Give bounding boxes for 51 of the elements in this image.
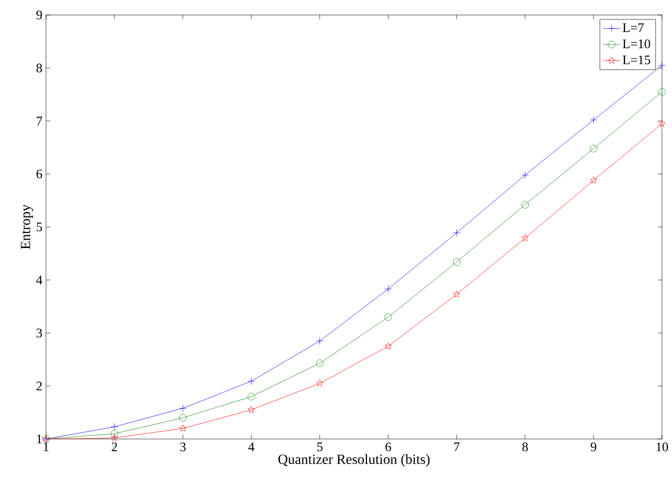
y-tick-label: 7 — [36, 116, 42, 126]
x-tick-label: 1 — [44, 442, 48, 452]
y-tick-label: 5 — [36, 222, 42, 232]
x-tick-label: 6 — [386, 442, 392, 452]
y-tick-label: 9 — [36, 10, 42, 20]
x-tick-label: 2 — [112, 442, 117, 452]
x-tick-label: 8 — [522, 442, 528, 452]
y-tick-label: 6 — [36, 170, 42, 178]
point — [521, 171, 529, 179]
point — [316, 337, 324, 345]
point — [452, 258, 460, 266]
point — [521, 201, 529, 208]
point — [110, 423, 118, 430]
point — [179, 414, 187, 422]
y-tick-label: 4 — [36, 276, 42, 284]
point — [658, 62, 666, 70]
point — [452, 229, 460, 237]
point — [590, 116, 598, 124]
x-tick-label: 5 — [317, 442, 323, 452]
point — [384, 285, 392, 293]
point — [110, 430, 118, 438]
point — [384, 313, 392, 321]
point — [179, 424, 186, 432]
point — [522, 234, 529, 242]
legend-label: L=15 — [622, 56, 650, 64]
point — [179, 404, 187, 412]
point — [248, 378, 256, 385]
x-tick-label: 7 — [454, 442, 460, 452]
point — [316, 380, 324, 386]
y-tick-label: 8 — [36, 64, 42, 72]
x-tick-label: 10 — [656, 442, 668, 452]
point — [384, 342, 392, 350]
legend-label: L=7 — [622, 23, 644, 32]
x-axis-title: Quantizer Resolution (bits) — [278, 454, 430, 467]
point — [110, 434, 118, 441]
y-tick-label: 3 — [36, 328, 42, 338]
point — [658, 120, 666, 127]
point — [453, 290, 460, 298]
y-tick-label: 1 — [37, 434, 42, 444]
point — [590, 144, 598, 152]
legend-label: L=10 — [622, 39, 650, 48]
point — [316, 360, 324, 367]
x-tick-label: 9 — [590, 442, 596, 452]
y-axis-title: Entropy — [20, 204, 34, 250]
y-tick-label: 2 — [36, 382, 42, 390]
x-tick-label: 3 — [180, 442, 186, 452]
x-tick-label: 4 — [248, 442, 254, 452]
point — [248, 406, 255, 413]
point — [658, 88, 666, 96]
point — [248, 392, 256, 400]
point — [590, 176, 598, 184]
